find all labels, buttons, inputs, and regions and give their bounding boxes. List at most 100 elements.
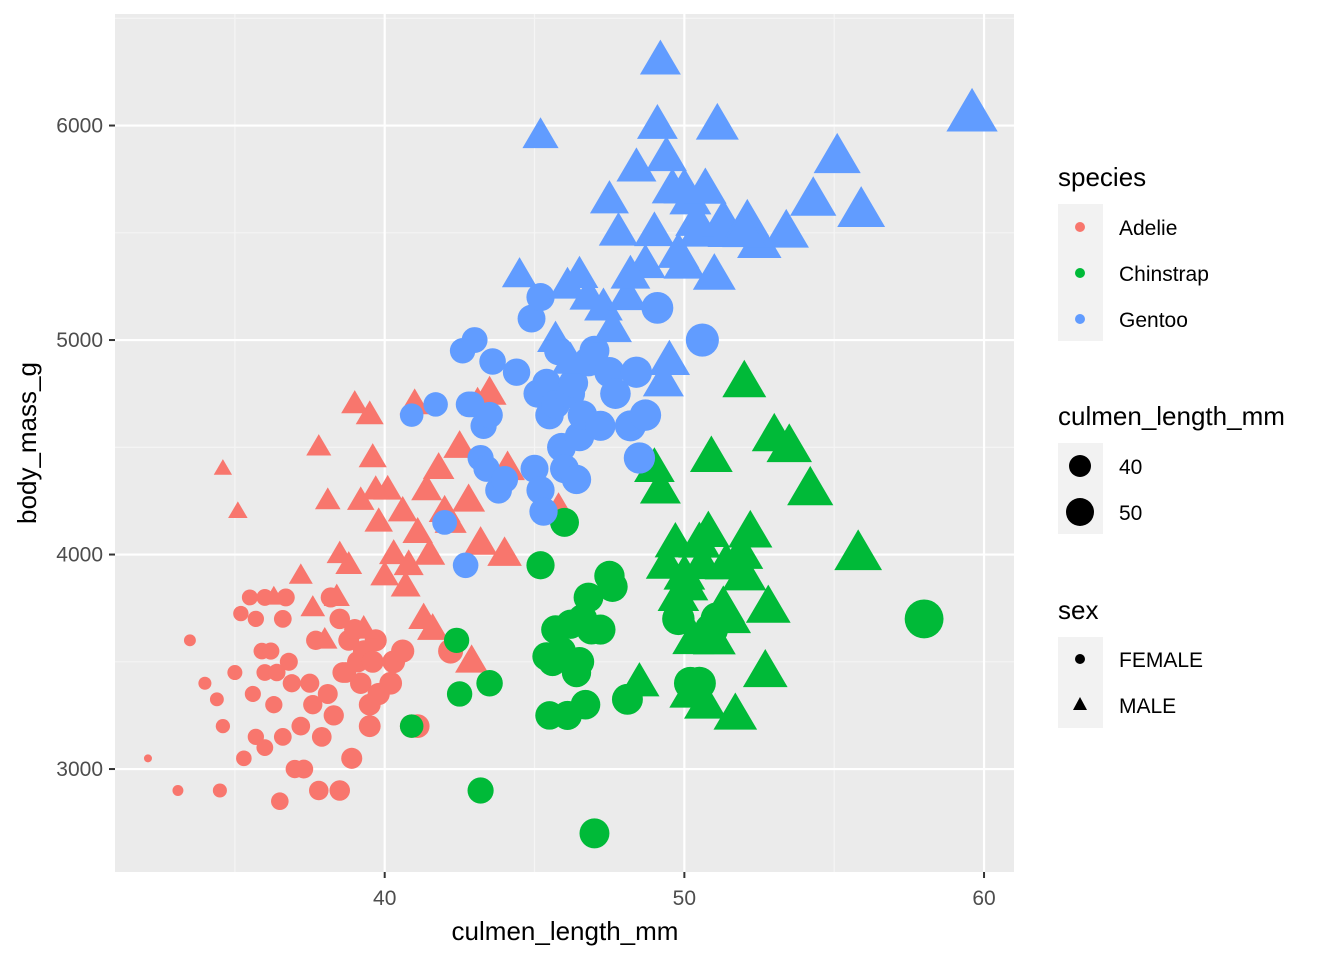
chinstrap-female-point [399,714,424,738]
y-tick-label: 6000 [56,115,103,138]
gentoo-female-point [585,410,616,441]
adelie-male-point [314,487,341,510]
adelie-female-point [323,705,344,726]
adelie-female-point [273,610,292,628]
adelie-female-point [241,589,258,606]
data-points [143,39,998,849]
chinstrap-male-point [728,509,773,548]
legend-label-size-50: 50 [1119,502,1142,525]
chinstrap-male-point [707,596,752,634]
adelie-female-point [244,685,261,703]
adelie-female-point [143,754,152,763]
x-tick-label: 50 [673,887,696,910]
chinstrap-male-point [634,447,675,483]
gentoo-male-point [763,208,809,248]
adelie-male-point [387,495,418,522]
legend-size-key-40 [1069,455,1091,477]
adelie-female-point [247,610,264,628]
gentoo-male-point [663,242,706,279]
chinstrap-male-point [666,564,709,601]
adelie-female-point [183,634,196,647]
adelie-female-point [273,727,292,746]
gentoo-female-point [432,509,458,535]
gentoo-male-point [636,104,678,139]
chinstrap-male-point [684,682,727,719]
gentoo-female-point [399,403,424,427]
adelie-female-point [361,650,384,673]
adelie-male-point [358,443,387,468]
adelie-female-point [279,652,298,671]
chinstrap-female-point [476,670,503,697]
adelie-male-point [288,563,313,584]
chinstrap-female-point [904,599,944,639]
legend-label-gentoo: Gentoo [1119,309,1188,332]
adelie-male-point [455,644,489,673]
adelie-female-point [212,783,227,798]
chinstrap-male-point [713,692,758,730]
x-axis-ticks: 40 50 60 [373,872,996,910]
gentoo-female-point [558,368,589,398]
adelie-female-point [391,639,415,663]
gentoo-female-point [520,454,549,483]
x-axis-title: culmen_length_mm [452,916,679,946]
chinstrap-female-point [446,681,473,707]
adelie-male-point [417,613,449,640]
chinstrap-male-point [719,531,764,569]
gentoo-female-point [517,304,546,333]
legend-label-female: FEMALE [1119,649,1203,672]
gentoo-female-point [526,283,555,312]
gentoo-male-point [946,87,998,132]
gentoo-male-point [610,254,651,289]
legend-label-male: MALE [1119,695,1176,718]
gentoo-male-point [589,180,629,214]
adelie-male-point [402,517,433,544]
gentoo-female-point [600,378,631,409]
legend-size: culmen_length_mm 40 50 [1058,401,1285,534]
chinstrap-female-point [467,777,494,804]
chinstrap-male-point [745,584,791,623]
gentoo-female-point [579,335,610,366]
gentoo-female-point [629,399,662,431]
gentoo-male-point [692,253,736,290]
adelie-female-point [358,715,381,738]
adelie-male-point [452,483,486,512]
legend-key-adelie [1075,222,1085,232]
adelie-male-point [414,538,446,565]
chinstrap-female-point [443,627,470,653]
legend-key-male-triangle [1073,697,1087,710]
legend-key-chinstrap [1075,268,1085,278]
legend-key-gentoo [1075,314,1085,324]
gentoo-male-point [598,212,639,246]
gentoo-male-point [592,308,632,343]
adelie-male-point [323,583,350,606]
adelie-female-point [215,719,231,734]
adelie-female-point [282,674,301,693]
chinstrap-male-point [722,552,767,591]
adelie-male-point [355,400,384,425]
chinstrap-female-point [564,647,595,677]
gentoo-female-point [623,442,656,474]
gentoo-female-point [532,368,561,398]
adelie-male-point [361,475,390,500]
adelie-male-point [262,585,285,605]
adelie-female-point [256,739,274,756]
legend-sex-title: sex [1058,595,1098,625]
adelie-male-point [390,570,421,597]
gentoo-male-point [639,39,681,75]
gentoo-male-point [645,136,687,172]
gentoo-female-point [685,323,719,357]
gentoo-male-point [522,117,559,149]
x-tick-label: 40 [373,887,396,910]
adelie-female-point [341,747,363,769]
adelie-male-point [411,473,443,501]
chinstrap-female-point [526,551,555,580]
gentoo-female-point [479,348,506,375]
gentoo-male-point [501,257,538,288]
gentoo-male-point [607,276,648,311]
gentoo-male-point [722,209,767,248]
legend-sex: sex FEMALE MALE [1058,595,1203,728]
adelie-male-point [312,626,338,649]
gentoo-male-point [642,361,684,397]
adelie-male-point [346,486,375,510]
chinstrap-male-point [722,359,767,398]
